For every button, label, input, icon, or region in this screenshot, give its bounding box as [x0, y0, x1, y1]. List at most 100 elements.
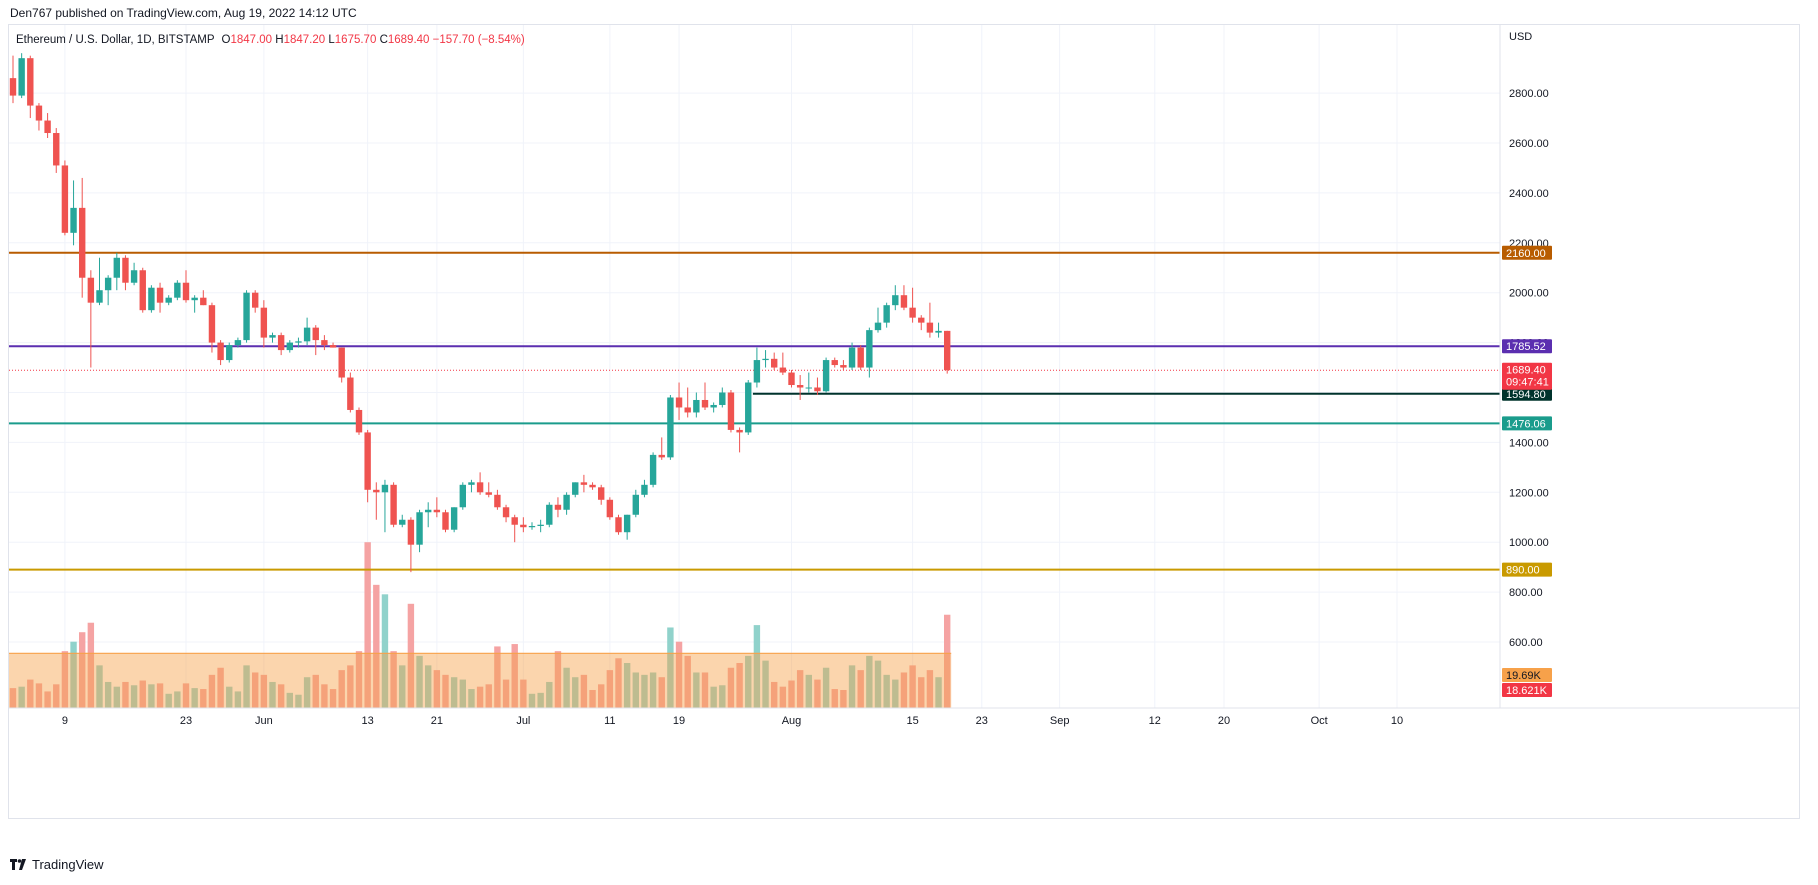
candle	[788, 370, 795, 388]
volume-bar	[87, 622, 95, 708]
candle	[433, 497, 441, 518]
candle-body	[87, 277, 95, 303]
volume-bar	[935, 677, 942, 708]
last-price-badge-bg	[1502, 362, 1552, 390]
candle	[399, 514, 406, 528]
candle-body	[572, 482, 579, 495]
volume-bar	[563, 667, 570, 708]
candle-body	[347, 377, 354, 410]
volume-bar	[27, 679, 34, 708]
candle-body	[442, 512, 449, 530]
candle	[373, 482, 380, 520]
candle-body	[796, 385, 804, 388]
candle	[200, 290, 207, 306]
publisher-text: Den767 published on TradingView.com, Aug…	[10, 6, 357, 20]
candle	[338, 347, 345, 383]
volume-bar	[520, 679, 527, 708]
volume-badge-1: 19.69K	[1502, 668, 1552, 682]
price-tick-label: 1000.00	[1509, 537, 1549, 549]
volume-bar	[347, 665, 354, 708]
candle	[615, 514, 622, 535]
candle-body	[753, 360, 761, 383]
volume-ma-layer	[9, 652, 952, 708]
candle	[502, 504, 510, 523]
volume-bar	[805, 674, 812, 708]
volume-bar	[857, 670, 864, 708]
candle	[572, 482, 579, 498]
candle-body	[70, 207, 77, 233]
candle-body	[113, 257, 120, 278]
price-tick-label: 2600.00	[1509, 138, 1549, 150]
candle	[70, 180, 77, 246]
volume-bar	[926, 670, 934, 708]
candle-body	[874, 322, 882, 331]
high-value: 1847.20	[283, 34, 326, 46]
level-badge-1785.52-bg	[1502, 339, 1552, 354]
time-tick-label: Oct	[1311, 715, 1328, 727]
time-tick-label: 10	[1391, 715, 1403, 727]
candle	[156, 282, 164, 313]
volume-bar	[918, 677, 925, 708]
candle	[494, 489, 501, 510]
level-badge-1476.06-bg	[1502, 416, 1552, 431]
volume-bar	[243, 665, 250, 708]
candle	[658, 437, 665, 460]
volume-bar	[18, 686, 25, 708]
candle-body	[139, 270, 146, 311]
candle-body	[156, 287, 164, 303]
candle-body	[27, 58, 34, 106]
candle-body	[303, 327, 311, 342]
candle-body	[476, 482, 484, 493]
time-axis: 9 23 Jun 13 21 Jul 11 19 Aug 15 23 Sep 12 20 Oct 10	[9, 707, 1800, 727]
candle	[355, 407, 363, 435]
candle-body	[658, 454, 665, 458]
candle	[701, 382, 709, 410]
volume-bar	[79, 632, 86, 708]
time-tick-label: Jul	[516, 715, 530, 727]
volume-bar	[753, 625, 761, 708]
volume-bar	[598, 684, 605, 708]
chart-frame	[8, 24, 1800, 819]
candle	[684, 387, 691, 418]
volume-bar	[788, 680, 795, 708]
price-tick-label: 2400.00	[1509, 188, 1549, 200]
volume-bar	[373, 584, 380, 708]
candle-body	[433, 509, 441, 513]
time-tick-label: Sep	[1050, 715, 1070, 727]
volume-bar	[70, 641, 77, 708]
candle-body	[468, 482, 475, 485]
volume-bar	[909, 665, 916, 708]
candle	[840, 360, 847, 371]
price-tick-label: 600.00	[1509, 637, 1543, 649]
volume-bar	[848, 665, 856, 708]
candle-body	[771, 358, 778, 368]
level-badge-890.00-text: 890.00	[1506, 565, 1540, 577]
volume-bar	[606, 670, 614, 708]
candle-body	[208, 305, 216, 343]
candle	[243, 290, 250, 343]
candle-body	[459, 484, 466, 508]
volume-badge-2-text: 18.621K	[1506, 685, 1548, 697]
volume-bar	[182, 683, 190, 708]
volume-bar	[433, 670, 441, 708]
currency-label: USD	[1509, 31, 1532, 43]
footer-brand: TradingView	[32, 857, 104, 872]
candle	[771, 352, 778, 371]
candle-body	[788, 372, 795, 386]
volume-bar	[269, 681, 276, 708]
candle	[632, 489, 639, 518]
volume-bar	[104, 681, 112, 708]
candle	[364, 429, 371, 503]
candle	[79, 177, 86, 298]
candle	[347, 372, 354, 413]
level-badge-2160.00-text: 2160.00	[1506, 248, 1546, 260]
price-tick-label: 800.00	[1509, 587, 1543, 599]
candle	[554, 497, 562, 518]
candle-body	[892, 295, 899, 306]
volume-bar	[286, 692, 293, 708]
level-badge-1476.06: 1476.06	[1502, 416, 1552, 431]
volume-bar	[200, 689, 207, 708]
candle-body	[632, 494, 639, 515]
level-badge-1785.52-text: 1785.52	[1506, 341, 1546, 353]
